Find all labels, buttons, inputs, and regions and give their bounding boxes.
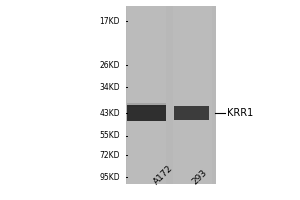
Text: 72KD: 72KD [100,150,120,160]
Text: 293: 293 [190,168,209,186]
Text: A172: A172 [152,163,174,186]
Text: 17KD: 17KD [100,17,120,25]
Text: 95KD: 95KD [99,172,120,182]
Bar [127,105,166,121]
Bar [127,103,166,107]
Bar [126,6,216,184]
Text: 43KD: 43KD [99,108,120,117]
Bar [127,6,166,184]
Text: 26KD: 26KD [100,60,120,70]
Bar [174,106,208,120]
Bar [172,6,212,184]
Text: KRR1: KRR1 [226,108,253,118]
Text: 34KD: 34KD [99,83,120,92]
Text: 55KD: 55KD [99,132,120,140]
